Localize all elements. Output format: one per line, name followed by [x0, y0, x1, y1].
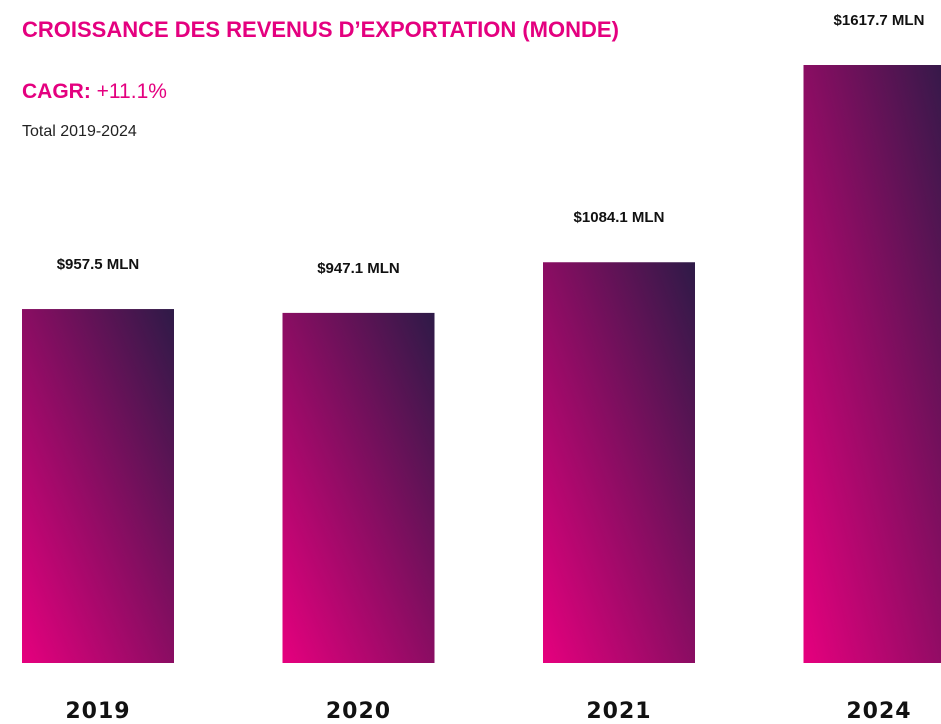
x-tick-label: 2019 — [65, 699, 130, 724]
cagr-label: CAGR: — [22, 80, 91, 103]
cagr: CAGR: +11.1% — [22, 80, 167, 103]
value-label: $1084.1 MLN — [574, 209, 665, 226]
cagr-value: +11.1% — [97, 80, 167, 103]
bar — [543, 262, 695, 663]
bar — [803, 65, 941, 663]
bar — [282, 312, 435, 663]
x-tick-label: 2024 — [846, 699, 911, 724]
bar — [22, 309, 174, 663]
x-tick-label: 2020 — [326, 699, 391, 724]
chart-subtitle: Total 2019-2024 — [22, 123, 137, 140]
x-tick-label: 2021 — [586, 699, 651, 724]
chart-title: CROISSANCE DES REVENUS D’EXPORTATION (MO… — [22, 17, 619, 42]
value-label: $957.5 MLN — [57, 256, 140, 273]
value-label: $1617.7 MLN — [834, 12, 925, 29]
value-label: $947.1 MLN — [317, 260, 400, 277]
